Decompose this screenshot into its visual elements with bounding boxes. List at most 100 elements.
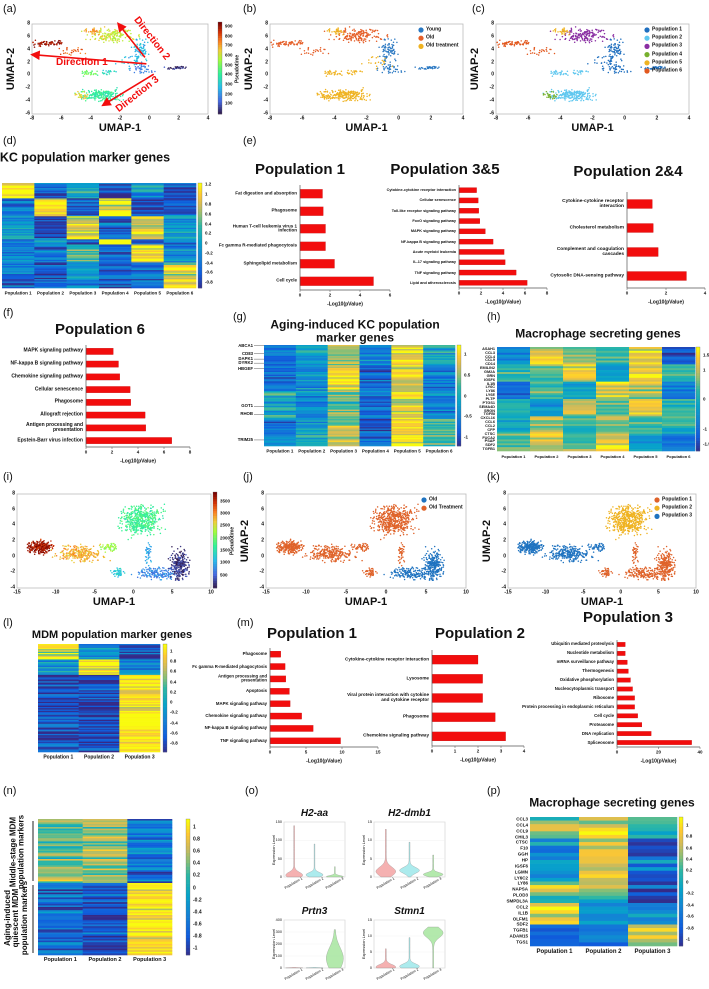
data-point — [64, 52, 67, 54]
data-point — [106, 34, 109, 36]
data-point — [111, 32, 113, 34]
data-point — [110, 38, 112, 41]
data-point — [57, 41, 59, 44]
data-point — [47, 43, 50, 46]
data-point — [89, 38, 92, 41]
data-point — [94, 38, 96, 41]
data-point — [101, 34, 103, 37]
data-point — [121, 33, 123, 35]
data-point — [101, 37, 103, 40]
data-point — [130, 32, 132, 35]
data-point — [113, 34, 116, 37]
data-point — [51, 41, 53, 43]
data-point — [105, 39, 107, 42]
data-point — [34, 43, 36, 45]
data-point — [40, 41, 43, 44]
data-point — [129, 29, 131, 32]
data-point — [33, 44, 35, 46]
data-point — [111, 39, 114, 42]
data-point — [56, 43, 58, 46]
data-point — [119, 36, 122, 38]
data-point — [114, 28, 116, 31]
data-point — [114, 39, 116, 42]
data-point — [117, 38, 119, 40]
data-point — [84, 52, 87, 55]
data-point — [71, 49, 73, 52]
data-point — [54, 40, 56, 42]
data-point — [109, 35, 111, 38]
data-point — [77, 50, 80, 52]
data-point — [104, 35, 106, 38]
data-point — [50, 43, 52, 46]
data-point — [39, 42, 41, 44]
data-point — [105, 36, 108, 39]
data-point — [38, 45, 40, 47]
data-point — [91, 35, 94, 38]
data-point — [113, 35, 115, 38]
data-point — [80, 30, 83, 33]
data-point — [108, 32, 110, 35]
data-point — [116, 32, 119, 35]
data-point — [61, 41, 63, 44]
data-point — [39, 45, 42, 48]
data-point — [121, 39, 124, 42]
data-point — [118, 38, 120, 40]
data-point — [66, 49, 68, 51]
data-point — [32, 41, 34, 44]
data-point — [48, 42, 51, 44]
data-point — [124, 36, 127, 39]
data-point — [100, 29, 102, 32]
data-point — [126, 30, 129, 33]
data-point — [116, 41, 118, 44]
data-point — [131, 38, 134, 40]
data-point — [59, 42, 62, 45]
data-point — [58, 47, 61, 50]
data-point — [110, 37, 112, 40]
data-point — [77, 48, 79, 51]
data-point — [58, 39, 60, 42]
plot-frame — [31, 23, 209, 115]
data-point — [45, 42, 48, 44]
data-point — [113, 30, 115, 33]
data-point — [86, 34, 89, 36]
data-point — [73, 48, 75, 51]
data-point — [138, 36, 141, 38]
data-point — [48, 45, 50, 47]
data-point — [70, 54, 72, 56]
data-point — [102, 32, 104, 35]
data-point — [137, 35, 140, 37]
data-point — [34, 39, 37, 42]
data-point — [85, 38, 87, 41]
data-point — [43, 43, 46, 45]
data-point — [122, 33, 125, 36]
data-point — [105, 35, 108, 37]
data-point — [79, 52, 82, 54]
data-point — [102, 38, 105, 40]
data-point — [62, 49, 65, 52]
data-point — [68, 53, 71, 55]
data-point — [45, 40, 48, 43]
data-point — [105, 38, 107, 40]
data-point — [120, 35, 122, 37]
data-point — [99, 27, 102, 30]
data-point — [109, 34, 111, 37]
data-point — [116, 40, 118, 42]
data-point — [42, 41, 45, 44]
data-point — [118, 40, 121, 43]
data-point — [108, 35, 110, 38]
data-point — [63, 52, 65, 55]
data-point — [114, 30, 117, 32]
data-point — [128, 40, 130, 43]
data-point — [109, 30, 111, 32]
data-point — [100, 35, 102, 38]
data-point — [80, 48, 82, 51]
data-point — [103, 41, 105, 43]
data-point — [103, 26, 106, 28]
data-point — [66, 52, 68, 54]
data-point — [108, 40, 110, 42]
data-point — [77, 46, 79, 49]
data-point — [75, 50, 77, 52]
data-point — [107, 36, 109, 39]
